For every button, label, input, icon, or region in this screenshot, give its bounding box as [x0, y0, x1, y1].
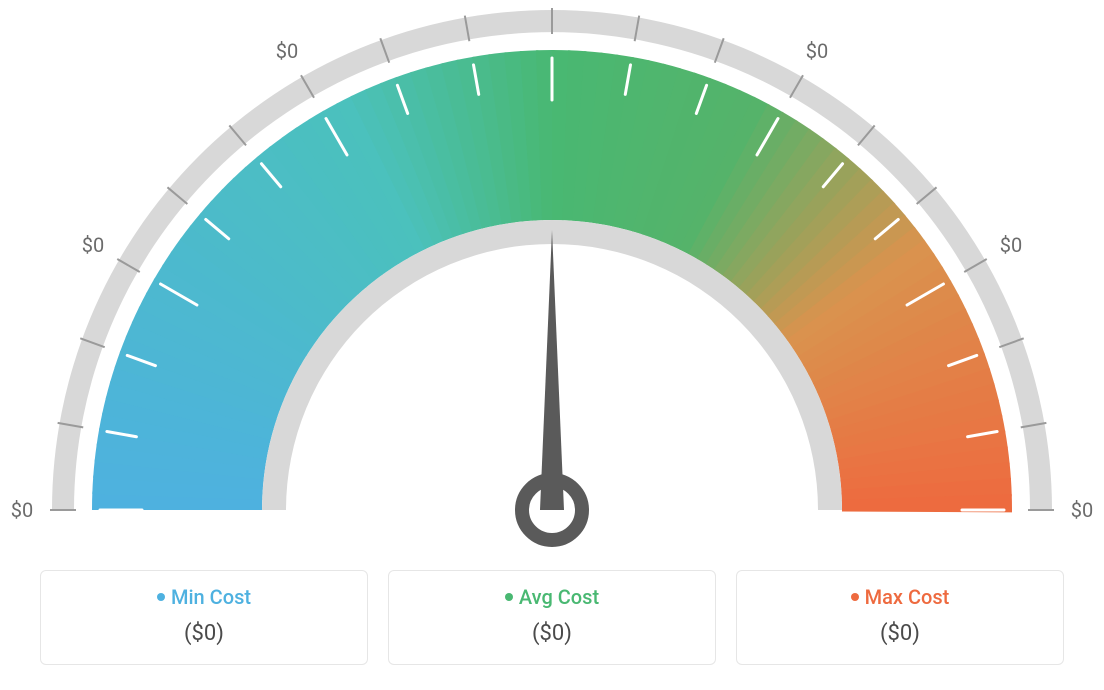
dot-icon — [851, 593, 859, 601]
legend-card-min: Min Cost ($0) — [40, 570, 368, 665]
gauge-tick-label: $0 — [276, 39, 298, 63]
gauge-tick-label: $0 — [806, 39, 828, 63]
gauge-svg — [0, 0, 1104, 560]
gauge-tick-label: $0 — [1000, 233, 1022, 257]
legend-label-max: Max Cost — [865, 585, 950, 609]
legend-title-max: Max Cost — [851, 585, 950, 609]
legend-card-avg: Avg Cost ($0) — [388, 570, 716, 665]
legend-card-max: Max Cost ($0) — [736, 570, 1064, 665]
dot-icon — [157, 593, 165, 601]
legend-value-avg: ($0) — [399, 621, 705, 646]
legend-label-avg: Avg Cost — [519, 585, 599, 609]
gauge-tick-label: $0 — [1071, 498, 1093, 522]
gauge-chart: $0$0$0$0$0$0$0 — [0, 0, 1104, 560]
gauge-tick-label: $0 — [82, 233, 104, 257]
dot-icon — [505, 593, 513, 601]
legend-row: Min Cost ($0) Avg Cost ($0) Max Cost ($0… — [40, 570, 1064, 665]
gauge-tick-label: $0 — [11, 498, 33, 522]
legend-value-min: ($0) — [51, 621, 357, 646]
legend-title-avg: Avg Cost — [505, 585, 599, 609]
legend-value-max: ($0) — [747, 621, 1053, 646]
legend-title-min: Min Cost — [157, 585, 251, 609]
legend-label-min: Min Cost — [171, 585, 251, 609]
